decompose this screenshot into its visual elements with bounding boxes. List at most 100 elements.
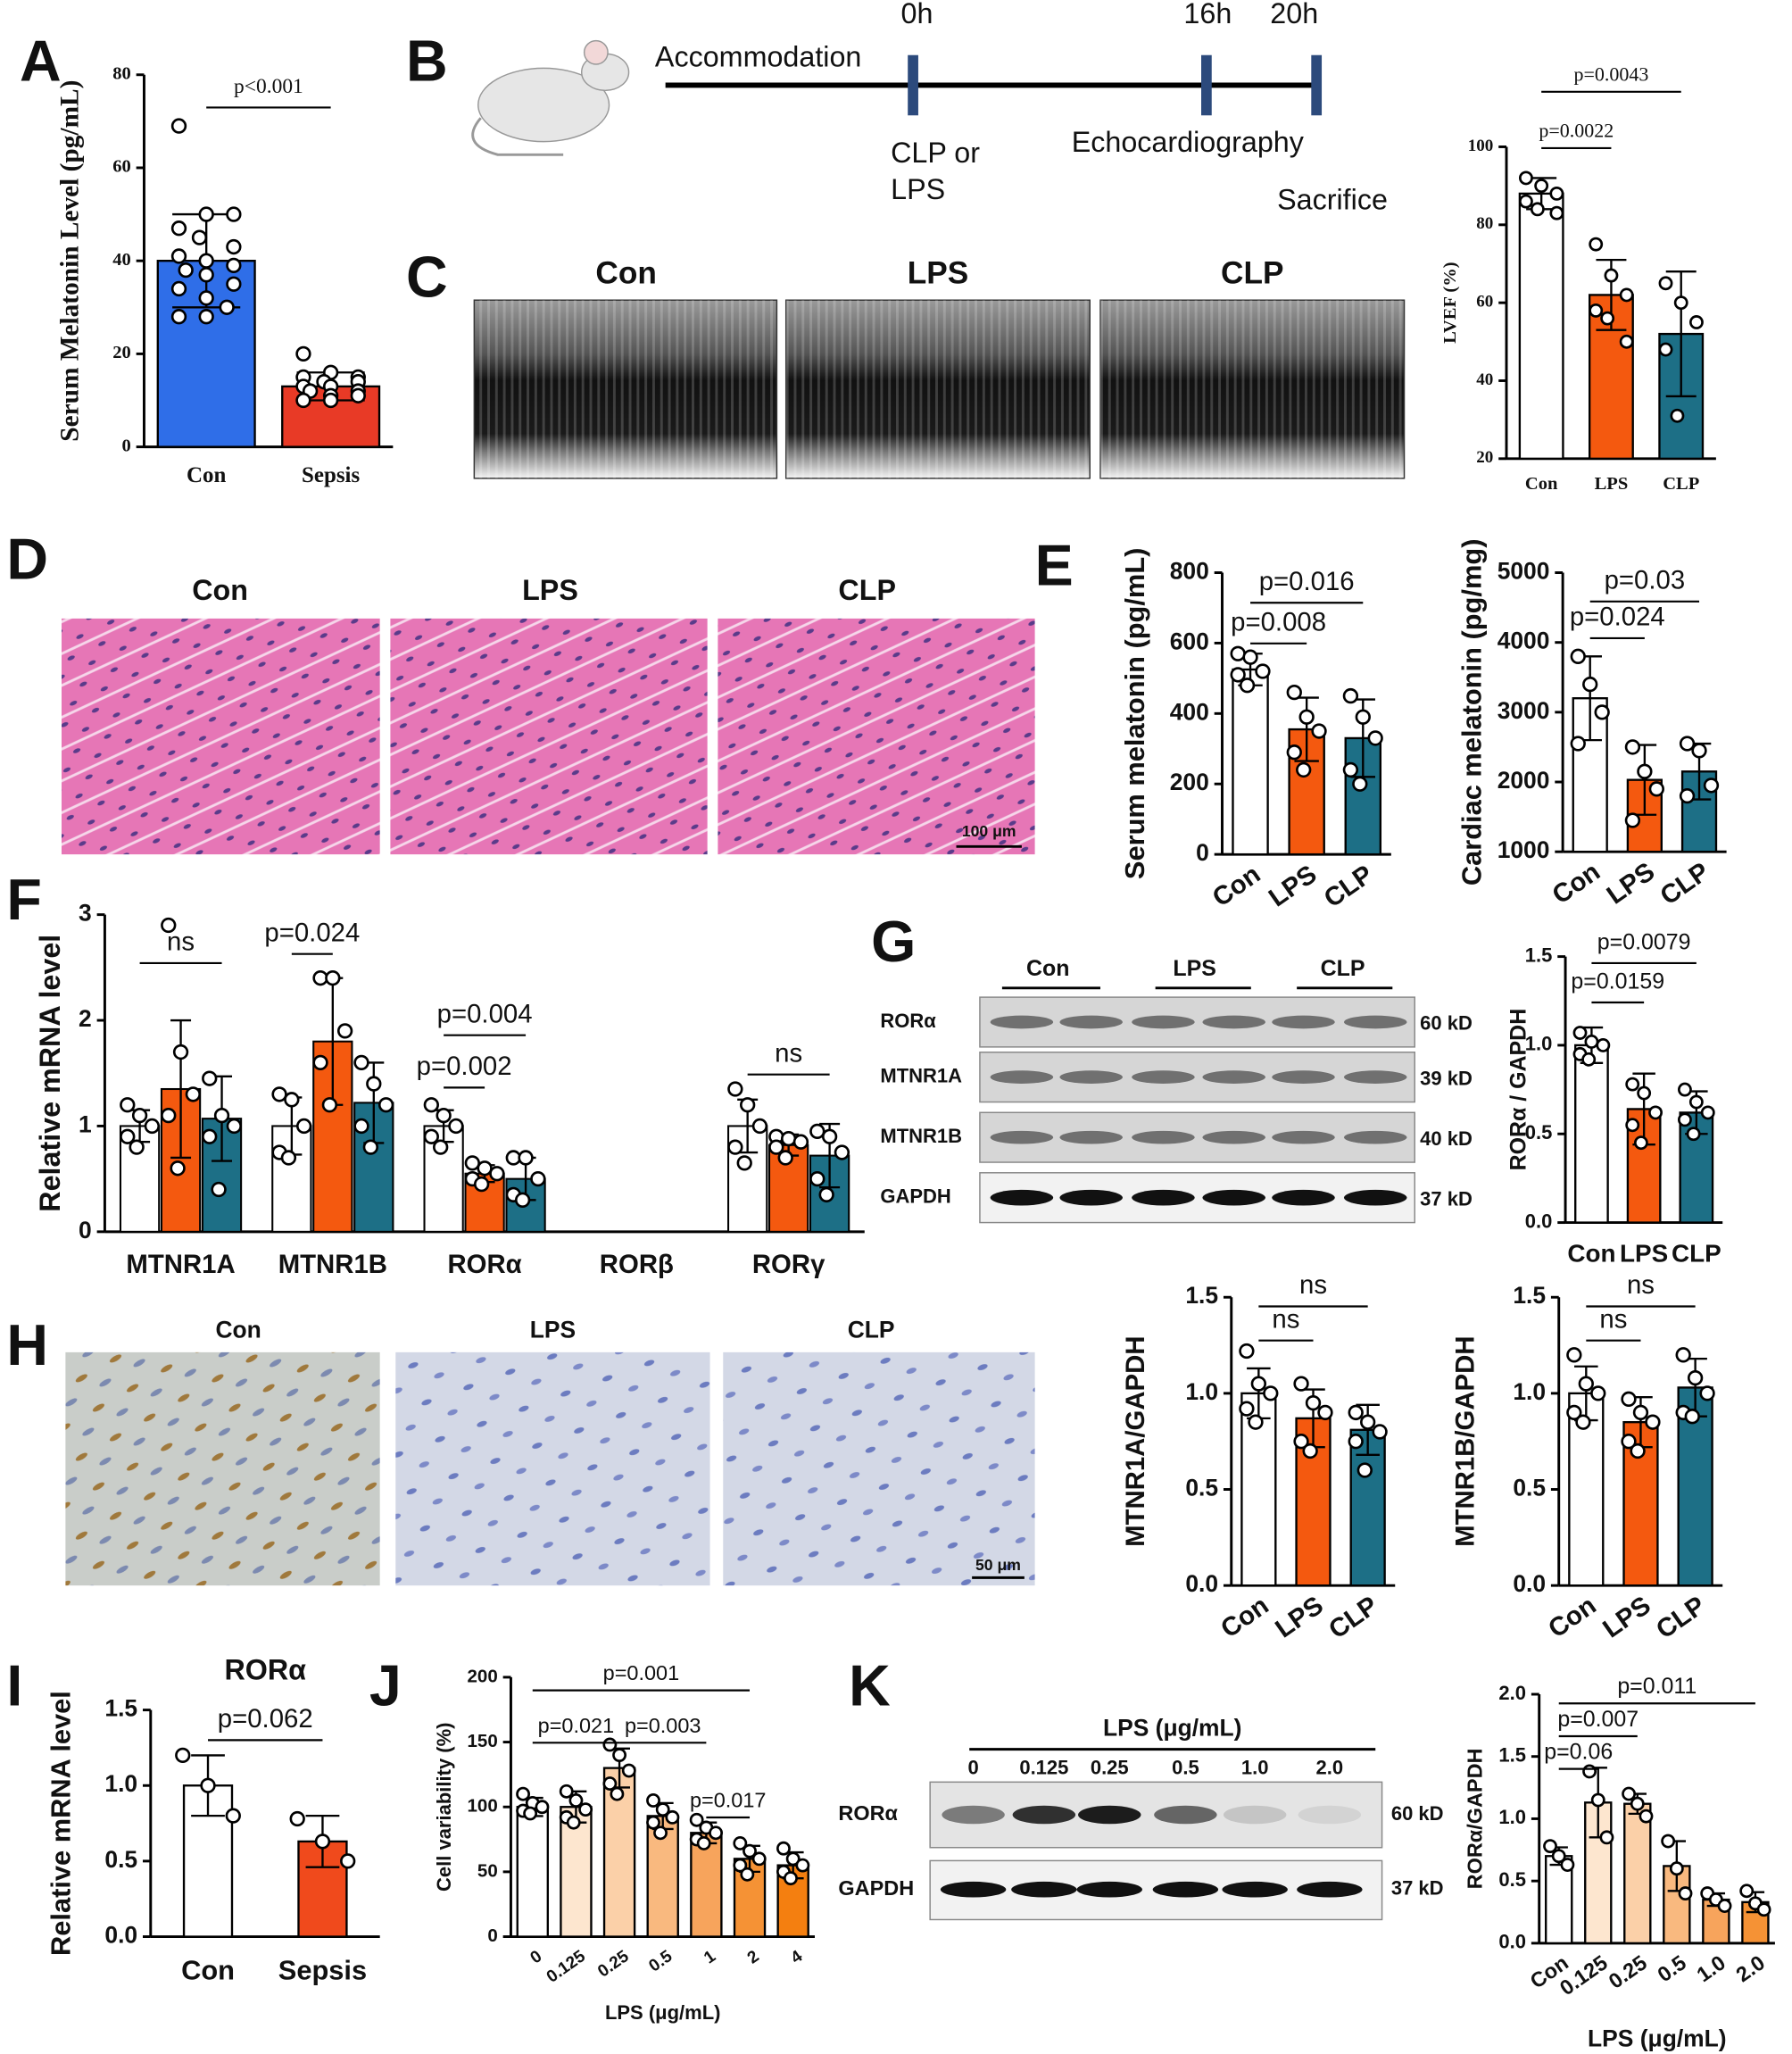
blot-band — [1078, 1805, 1141, 1825]
data-point — [219, 299, 235, 315]
label: Con — [192, 574, 248, 606]
annotation: p=0.024 — [264, 918, 360, 947]
y-tick-label: 1.5 — [1513, 1282, 1546, 1309]
x-tick-label: CLP — [1663, 474, 1699, 494]
data-point — [1230, 645, 1246, 661]
label: Accommodation — [655, 41, 861, 73]
data-point — [1356, 1462, 1373, 1478]
y-tick-label: 1.0 — [1185, 1378, 1218, 1405]
label: GAPDH — [838, 1876, 914, 1900]
data-point — [1678, 1112, 1692, 1127]
annotation: p=0.06 — [1544, 1740, 1613, 1765]
label: Con — [215, 1316, 261, 1343]
data-point — [1589, 237, 1604, 252]
data-point — [314, 1834, 331, 1850]
y-tick-label: 1000 — [1497, 836, 1550, 863]
y-tick-label: 1.5 — [104, 1695, 137, 1722]
label: CLP — [848, 1316, 895, 1343]
label: 20h — [1270, 0, 1318, 29]
data-point — [1372, 1424, 1388, 1440]
error-bar — [1665, 270, 1697, 398]
blot-band — [1132, 1130, 1195, 1144]
data-point — [353, 1118, 369, 1135]
data-point — [530, 1170, 546, 1187]
data-point — [1348, 1434, 1364, 1450]
data-point — [198, 253, 214, 269]
y-tick-label: 80 — [112, 63, 131, 83]
panel-letter: H — [6, 1313, 48, 1377]
label: 0h — [901, 0, 933, 29]
blot-band — [942, 1805, 1005, 1825]
data-point — [1230, 667, 1246, 683]
data-point — [1250, 1376, 1267, 1392]
data-point — [1594, 704, 1610, 720]
x-tick-label: 4 — [787, 1947, 806, 1968]
blot-band — [1222, 1881, 1288, 1898]
data-point — [131, 1107, 148, 1124]
blot-band — [1012, 1805, 1076, 1825]
data-point — [646, 1815, 660, 1830]
data-point — [1296, 761, 1312, 778]
panel-letter: A — [20, 29, 62, 94]
annotation: p=0.0043 — [1573, 62, 1648, 85]
data-point — [1575, 1414, 1591, 1430]
x-tick-label: LPS — [1597, 1591, 1656, 1644]
data-point — [777, 1150, 793, 1166]
data-point — [1519, 194, 1533, 209]
blot-band — [990, 1130, 1054, 1144]
y-tick-label: 1 — [79, 1110, 92, 1137]
y-tick-label: 2.0 — [1498, 1682, 1526, 1704]
panel-letter: C — [406, 245, 448, 310]
data-point — [226, 1118, 242, 1135]
x-tick-label: LPS — [1264, 860, 1323, 913]
data-point — [271, 1086, 287, 1102]
x-tick-label: CLP — [1651, 1591, 1711, 1645]
data-point — [1582, 1764, 1597, 1779]
error-bar — [170, 1019, 192, 1160]
label: 16h — [1183, 0, 1232, 29]
y-axis-label: RORα/GAPDH — [1463, 1749, 1486, 1890]
annotation: p=0.004 — [437, 999, 533, 1028]
label: 40 kD — [1420, 1127, 1473, 1150]
blot-band — [1344, 1189, 1407, 1206]
data-point — [489, 1166, 505, 1182]
panel-letter: F — [6, 868, 41, 932]
x-axis-label: LPS (μg/mL) — [605, 2001, 721, 2024]
x-tick-label: 2.0 — [1731, 1950, 1769, 1986]
data-point — [1630, 1443, 1646, 1459]
label: MTNR1A — [880, 1064, 962, 1086]
data-point — [740, 1097, 756, 1113]
blot-band — [1059, 1015, 1123, 1029]
x-tick-label: Con — [1543, 1591, 1602, 1644]
data-point — [340, 1853, 356, 1869]
data-point — [1293, 1376, 1309, 1392]
data-point — [473, 1176, 490, 1193]
blot-band — [1132, 1015, 1195, 1029]
label: LPS — [1173, 956, 1216, 981]
label: CLP — [1221, 256, 1283, 291]
data-point — [727, 1081, 743, 1097]
data-point — [362, 1139, 379, 1155]
data-point — [1648, 781, 1664, 797]
blot-band — [1202, 1130, 1265, 1144]
data-point — [1239, 678, 1256, 694]
data-point — [1675, 1347, 1691, 1363]
x-tick-label: 0.25 — [594, 1947, 633, 1982]
annotation: ns — [167, 927, 195, 957]
annotation: ns — [1599, 1304, 1627, 1334]
data-point — [178, 262, 194, 279]
y-tick-label: 0.0 — [1525, 1210, 1553, 1232]
y-tick-label: 600 — [1170, 628, 1209, 654]
data-point — [295, 345, 311, 362]
y-tick-label: 50 — [477, 1860, 498, 1881]
annotation: p=0.017 — [690, 1789, 767, 1812]
annotation: ns — [1272, 1304, 1299, 1334]
annotation: ns — [1627, 1270, 1655, 1300]
data-point — [289, 1810, 305, 1827]
blot-band — [1059, 1189, 1123, 1206]
data-point — [1302, 1443, 1318, 1459]
data-point — [1298, 709, 1315, 725]
y-tick-label: 80 — [1476, 214, 1493, 233]
blot-band — [1272, 1130, 1335, 1144]
